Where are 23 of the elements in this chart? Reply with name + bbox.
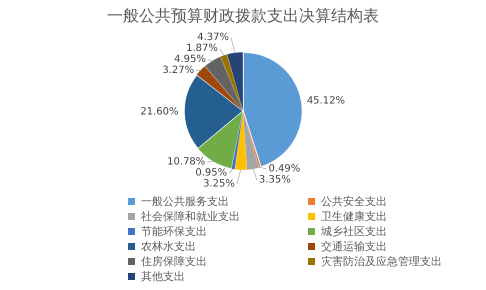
data-label: 4.95% [174,54,206,66]
data-label: 3.25% [203,178,235,190]
legend-label: 公共安全支出 [321,194,387,208]
legend-label: 交通运输支出 [321,238,387,254]
data-label: 3.35% [258,174,291,186]
data-label: 0.95% [195,168,228,179]
data-label: 1.87% [186,43,218,54]
chart-title: 一般公共预算财政拨款支出决算结构表 [106,6,380,27]
data-label: 45.12% [306,96,345,107]
legend-label: 社会保障和就业支出 [141,208,240,224]
legend-label: 一般公共服务支出 [141,194,229,208]
legend-label: 住房保障支出 [141,254,207,268]
data-label: 0.49% [268,164,300,175]
legend-label: 城乡社区支出 [321,224,387,238]
data-label: 10.78% [167,156,206,168]
data-label: 4.37% [197,32,229,44]
data-label: 21.60% [140,106,179,118]
legend-label: 其他支出 [141,268,185,284]
legend-label: 灾害防治及应急管理支出 [321,254,442,268]
legend-label: 卫生健康支出 [321,208,387,224]
legend-label: 农林水支出 [141,238,196,254]
data-label: 3.27% [162,65,194,76]
legend-label: 节能环保支出 [141,224,207,238]
